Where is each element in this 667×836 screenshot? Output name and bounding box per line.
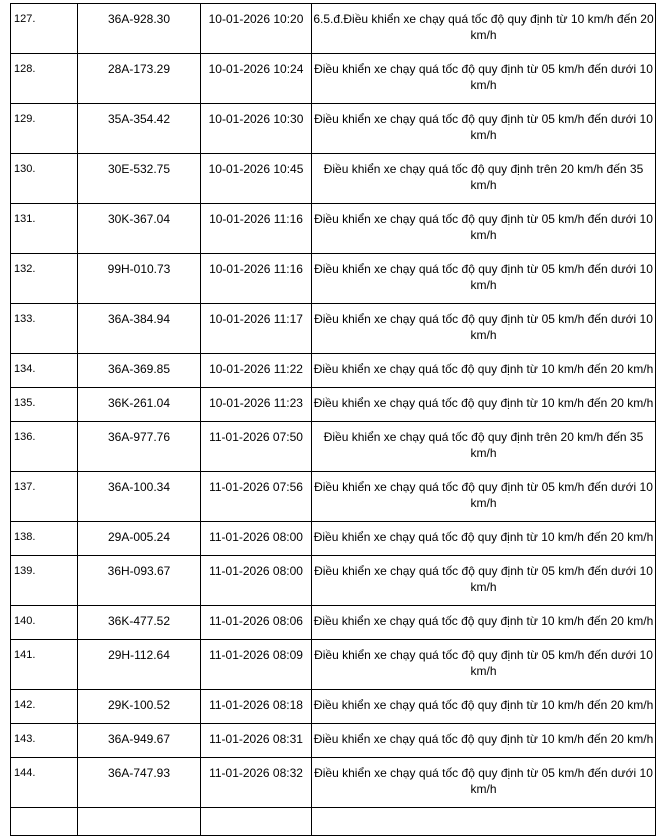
row-number: 137. bbox=[10, 471, 78, 522]
row-number: 134. bbox=[10, 353, 78, 388]
table-row: 131. 30K-367.04 10-01-2026 11:16 Điều khiển… bbox=[10, 203, 656, 254]
violation-description: Điều khiển xe chạy quá tốc độ quy định t… bbox=[311, 639, 656, 690]
table-row: 132. 99H-010.73 10-01-2026 11:16 Điều khiển… bbox=[10, 253, 656, 304]
violation-datetime: 11-01-2026 07:56 bbox=[200, 471, 312, 522]
plate-number: 36A-977.76 bbox=[77, 421, 201, 472]
violation-datetime: 10-01-2026 10:45 bbox=[200, 153, 312, 204]
row-number: 139. bbox=[10, 555, 78, 606]
plate-number: 36H-093.67 bbox=[77, 555, 201, 606]
violation-description: Điều khiển xe chạy quá tốc độ quy định t… bbox=[311, 723, 656, 758]
row-number: 144. bbox=[10, 757, 78, 808]
plate-number: 36A-928.30 bbox=[77, 3, 201, 54]
row-number: 128. bbox=[10, 53, 78, 104]
plate-number: 99H-010.73 bbox=[77, 253, 201, 304]
violation-datetime: 10-01-2026 10:20 bbox=[200, 3, 312, 54]
table-row: 140. 36K-477.52 11-01-2026 08:06 Điều khiển… bbox=[10, 605, 656, 640]
row-number: 132. bbox=[10, 253, 78, 304]
violation-description: Điều khiển xe chạy quá tốc độ quy định t… bbox=[311, 203, 656, 254]
row-number: 135. bbox=[10, 387, 78, 422]
plate-number: 30K-367.04 bbox=[77, 203, 201, 254]
plate-number: 36A-747.93 bbox=[77, 757, 201, 808]
violation-description: 6.5.đ.Điều khiển xe chạy quá tốc độ quy … bbox=[311, 3, 656, 54]
row-number: 136. bbox=[10, 421, 78, 472]
violation-datetime: 11-01-2026 08:00 bbox=[200, 555, 312, 606]
row-number: 129. bbox=[10, 103, 78, 154]
violation-datetime: 11-01-2026 08:00 bbox=[200, 521, 312, 556]
row-number: 140. bbox=[10, 605, 78, 640]
plate-number: 35A-354.42 bbox=[77, 103, 201, 154]
violation-description: Điều khiển xe chạy quá tốc độ quy định t… bbox=[311, 253, 656, 304]
plate-number: 36A-369.85 bbox=[77, 353, 201, 388]
violation-datetime: 11-01-2026 08:32 bbox=[200, 757, 312, 808]
table-row: 133. 36A-384.94 10-01-2026 11:17 Điều khiển… bbox=[10, 303, 656, 354]
violations-table: 127. 36A-928.30 10-01-2026 10:20 6.5.đ.Điều… bbox=[10, 3, 656, 836]
plate-number: 30E-532.75 bbox=[77, 153, 201, 204]
table-row: 142. 29K-100.52 11-01-2026 08:18 Điều khiển… bbox=[10, 689, 656, 724]
table-row: 129. 35A-354.42 10-01-2026 10:30 Điều khiển… bbox=[10, 103, 656, 154]
table-row: 141. 29H-112.64 11-01-2026 08:09 Điều khiển… bbox=[10, 639, 656, 690]
violation-datetime: 10-01-2026 11:22 bbox=[200, 353, 312, 388]
table-row: 137. 36A-100.34 11-01-2026 07:56 Điều khiển… bbox=[10, 471, 656, 522]
table-row: 127. 36A-928.30 10-01-2026 10:20 6.5.đ.Điều… bbox=[10, 3, 656, 54]
table-row: 128. 28A-173.29 10-01-2026 10:24 Điều khiển… bbox=[10, 53, 656, 104]
plate-number: 36A-949.67 bbox=[77, 723, 201, 758]
row-number: 142. bbox=[10, 689, 78, 724]
violation-datetime: 11-01-2026 08:18 bbox=[200, 689, 312, 724]
violation-description: Điều khiển xe chạy quá tốc độ quy định t… bbox=[311, 153, 656, 204]
table-row: 134. 36A-369.85 10-01-2026 11:22 Điều khiển… bbox=[10, 353, 656, 388]
violation-description: Điều khiển xe chạy quá tốc độ quy định t… bbox=[311, 605, 656, 640]
row-number: 141. bbox=[10, 639, 78, 690]
plate-number: 36A-100.34 bbox=[77, 471, 201, 522]
table-row: 136. 36A-977.76 11-01-2026 07:50 Điều khiển… bbox=[10, 421, 656, 472]
row-number: 133. bbox=[10, 303, 78, 354]
table-row: 130. 30E-532.75 10-01-2026 10:45 Điều khiển… bbox=[10, 153, 656, 204]
plate-number: 28A-173.29 bbox=[77, 53, 201, 104]
row-number: 127. bbox=[10, 3, 78, 54]
row-number: 130. bbox=[10, 153, 78, 204]
violation-description: Điều khiển xe chạy quá tốc độ quy định t… bbox=[311, 421, 656, 472]
plate-number: 36A-384.94 bbox=[77, 303, 201, 354]
violation-description: Điều khiển xe chạy quá tốc độ quy định t… bbox=[311, 757, 656, 808]
violation-description: Điều khiển xe chạy quá tốc độ quy định t… bbox=[311, 387, 656, 422]
violation-datetime: 11-01-2026 07:50 bbox=[200, 421, 312, 472]
violation-description: Điều khiển xe chạy quá tốc độ quy định t… bbox=[311, 555, 656, 606]
plate-number: 36K-477.52 bbox=[77, 605, 201, 640]
violation-datetime: 10-01-2026 11:16 bbox=[200, 203, 312, 254]
violation-description: Điều khiển xe chạy quá tốc độ quy định t… bbox=[311, 53, 656, 104]
plate-number: 29K-100.52 bbox=[77, 689, 201, 724]
table-row: 138. 29A-005.24 11-01-2026 08:00 Điều khiển… bbox=[10, 521, 656, 556]
violation-description: Điều khiển xe chạy quá tốc độ quy định t… bbox=[311, 103, 656, 154]
violation-datetime: 11-01-2026 08:09 bbox=[200, 639, 312, 690]
violation-description: Điều khiển xe chạy quá tốc độ quy định t… bbox=[311, 689, 656, 724]
violation-description: Điều khiển xe chạy quá tốc độ quy định t… bbox=[311, 521, 656, 556]
plate-number: 29H-112.64 bbox=[77, 639, 201, 690]
violation-description: Điều khiển xe chạy quá tốc độ quy định t… bbox=[311, 471, 656, 522]
plate-number: 36K-261.04 bbox=[77, 387, 201, 422]
violation-description: Điều khiển xe chạy quá tốc độ quy định t… bbox=[311, 353, 656, 388]
row-number: 131. bbox=[10, 203, 78, 254]
plate-number: 29A-005.24 bbox=[77, 521, 201, 556]
table-row: 143. 36A-949.67 11-01-2026 08:31 Điều khiển… bbox=[10, 723, 656, 758]
violation-datetime: 11-01-2026 08:06 bbox=[200, 605, 312, 640]
table-row: 135. 36K-261.04 10-01-2026 11:23 Điều khiển… bbox=[10, 387, 656, 422]
table-row: 139. 36H-093.67 11-01-2026 08:00 Điều khiển… bbox=[10, 555, 656, 606]
violation-datetime: 11-01-2026 08:31 bbox=[200, 723, 312, 758]
violations-table-body: 127. 36A-928.30 10-01-2026 10:20 6.5.đ.Điều… bbox=[10, 3, 656, 836]
violation-datetime: 10-01-2026 11:17 bbox=[200, 303, 312, 354]
row-number: 138. bbox=[10, 521, 78, 556]
violation-description: Điều khiển xe chạy quá tốc độ quy định t… bbox=[311, 303, 656, 354]
violation-datetime: 10-01-2026 11:16 bbox=[200, 253, 312, 304]
table-row: 144. 36A-747.93 11-01-2026 08:32 Điều khiển… bbox=[10, 757, 656, 808]
violation-datetime: 10-01-2026 11:23 bbox=[200, 387, 312, 422]
row-number: 143. bbox=[10, 723, 78, 758]
violation-datetime: 10-01-2026 10:30 bbox=[200, 103, 312, 154]
violation-datetime: 10-01-2026 10:24 bbox=[200, 53, 312, 104]
